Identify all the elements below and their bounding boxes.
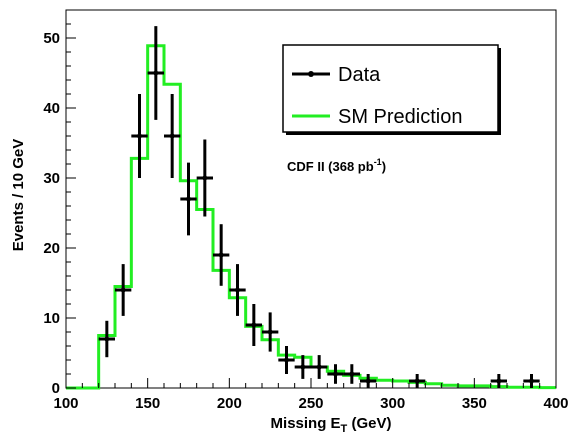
y-tick-label: 0 (52, 380, 60, 397)
x-tick-label: 400 (543, 395, 568, 412)
legend-label-sm-prediction: SM Prediction (338, 106, 463, 128)
data-marker (104, 337, 109, 342)
x-tick-label: 250 (298, 395, 323, 412)
data-marker (317, 365, 322, 370)
cdf-annotation: CDF II (368 pb-1) (287, 157, 386, 174)
data-marker (333, 372, 338, 377)
x-tick-label: 200 (217, 395, 242, 412)
data-marker (415, 379, 420, 384)
data-marker (366, 379, 371, 384)
data-marker (219, 253, 224, 258)
data-marker (284, 358, 289, 363)
x-tick-label: 100 (53, 395, 78, 412)
data-marker (300, 365, 305, 370)
data-marker (153, 71, 158, 76)
data-marker (186, 197, 191, 202)
legend-shadow-bottom (286, 132, 501, 135)
legend: Data SM Prediction (283, 45, 501, 135)
legend-data-swatch-marker (308, 71, 314, 77)
data-marker (170, 134, 175, 139)
y-tick-label: 50 (43, 30, 60, 47)
data-marker (121, 288, 126, 293)
x-axis-title: Missing ET (GeV) (271, 415, 392, 432)
y-tick-label: 10 (43, 310, 60, 327)
data-marker (137, 134, 142, 139)
y-tick-label: 40 (43, 100, 60, 117)
y-tick-label: 20 (43, 240, 60, 257)
data-marker (202, 176, 207, 181)
data-marker (251, 323, 256, 328)
x-tick-label: 350 (462, 395, 487, 412)
data-marker (529, 379, 534, 384)
y-axis-title: Events / 10 GeV (10, 139, 27, 252)
legend-shadow (498, 48, 501, 135)
data-marker (235, 288, 240, 293)
data-marker (349, 372, 354, 377)
y-tick-label: 30 (43, 170, 60, 187)
data-marker (268, 330, 273, 335)
legend-label-data: Data (338, 64, 381, 86)
data-marker (496, 379, 501, 384)
x-tick-label: 150 (135, 395, 160, 412)
x-tick-label: 300 (380, 395, 405, 412)
